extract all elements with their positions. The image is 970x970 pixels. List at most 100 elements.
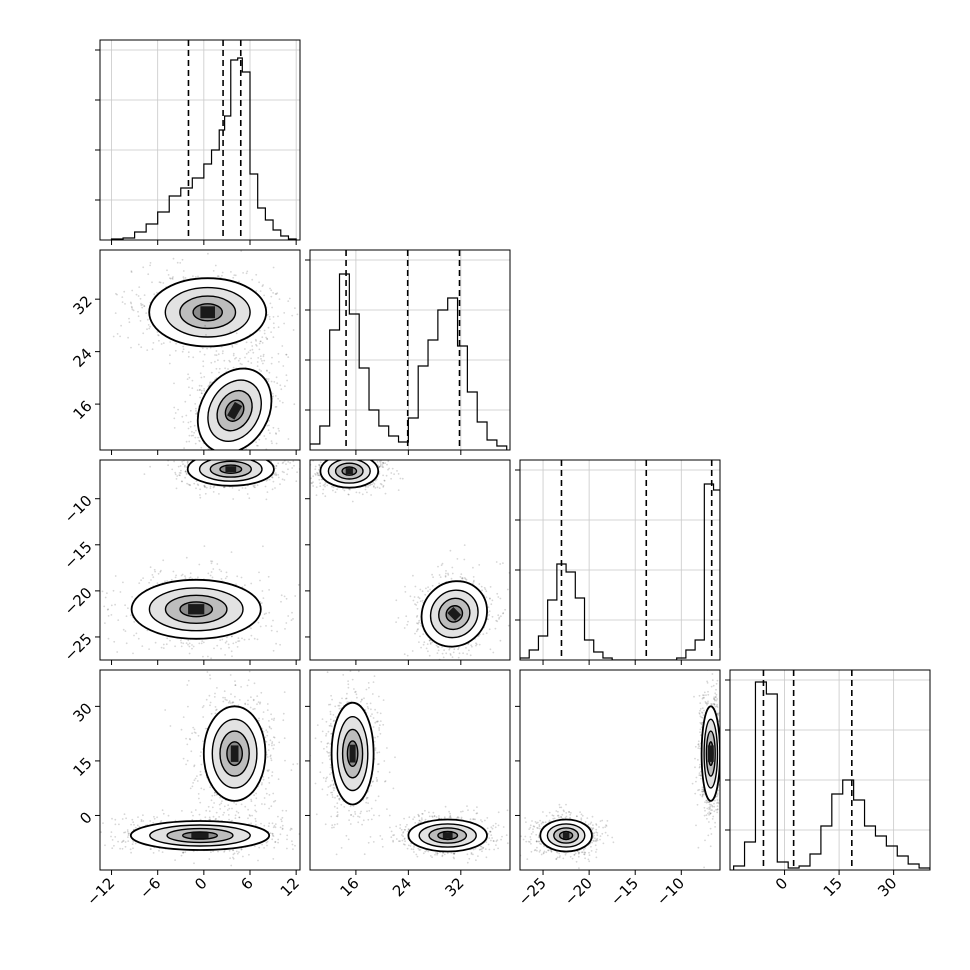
scatter-point: [282, 461, 285, 464]
scatter-point: [224, 696, 226, 699]
scatter-point: [193, 456, 195, 458]
scatter-point: [185, 556, 188, 559]
scatter-point: [158, 849, 160, 852]
scatter-point: [121, 818, 124, 820]
scatter-point: [169, 341, 172, 343]
scatter-point: [218, 568, 221, 571]
scatter-point: [172, 570, 175, 573]
scatter-point: [266, 337, 268, 340]
density-peak: [230, 745, 239, 762]
scatter-point: [265, 741, 268, 743]
scatter-point: [237, 640, 240, 642]
scatter-point: [254, 809, 257, 812]
scatter-point: [106, 592, 108, 595]
scatter-panel-1-2: [95, 249, 301, 458]
scatter-point: [275, 376, 278, 379]
scatter-point: [138, 825, 141, 828]
scatter-point: [197, 275, 199, 278]
scatter-point: [252, 698, 255, 701]
scatter-point: [221, 352, 224, 355]
scatter-point: [293, 464, 295, 467]
scatter-point: [223, 486, 225, 489]
scatter-point: [191, 387, 194, 390]
scatter-point: [274, 472, 277, 474]
scatter-point: [249, 706, 252, 709]
histogram-step: [733, 681, 930, 870]
scatter-point: [222, 814, 225, 816]
scatter-point: [152, 342, 155, 344]
scatter-point: [200, 763, 203, 766]
scatter-point: [169, 277, 171, 279]
scatter-point: [156, 331, 159, 333]
scatter-point: [209, 346, 212, 349]
scatter-point: [197, 734, 200, 737]
scatter-point: [255, 824, 257, 826]
scatter-point: [262, 617, 264, 620]
scatter-point: [269, 457, 271, 459]
scatter-point: [143, 473, 146, 475]
scatter-point: [253, 455, 255, 457]
scatter-point: [244, 487, 247, 489]
scatter-point: [235, 850, 238, 853]
scatter-point: [245, 352, 248, 355]
scatter-point: [204, 324, 207, 327]
scatter-point: [185, 763, 188, 766]
scatter-point: [266, 769, 269, 772]
scatter-point: [204, 727, 207, 730]
scatter-point: [277, 778, 280, 781]
scatter-point: [125, 642, 128, 645]
scatter-point: [199, 488, 202, 491]
scatter-point: [245, 272, 248, 275]
scatter-point: [266, 844, 268, 847]
scatter-point: [113, 844, 115, 847]
scatter-point: [190, 434, 193, 437]
scatter-point: [247, 679, 250, 681]
scatter-point: [215, 709, 217, 711]
scatter-point: [185, 414, 188, 417]
scatter-point: [261, 360, 263, 362]
scatter-point: [231, 807, 233, 810]
scatter-point: [296, 313, 299, 316]
scatter-point: [176, 261, 179, 264]
scatter-point: [211, 806, 214, 809]
scatter-point: [267, 429, 270, 432]
scatter-point: [174, 645, 177, 648]
scatter-point: [281, 462, 284, 465]
scatter-point: [199, 801, 202, 804]
scatter-point: [167, 464, 170, 467]
scatter-point: [286, 834, 289, 837]
scatter-point: [258, 846, 261, 849]
scatter-point: [200, 389, 203, 392]
scatter-point: [219, 808, 222, 810]
scatter-point: [253, 794, 256, 797]
scatter-point: [202, 740, 205, 742]
scatter-point: [180, 854, 183, 857]
scatter-point: [207, 252, 209, 255]
scatter-point: [281, 824, 284, 827]
scatter-point: [153, 817, 156, 820]
scatter-point: [182, 851, 185, 854]
scatter-point: [279, 826, 282, 829]
scatter-point: [274, 395, 277, 397]
scatter-point: [143, 305, 146, 307]
scatter-point: [204, 492, 207, 495]
scatter-point: [154, 570, 157, 573]
scatter-point: [159, 281, 162, 284]
scatter-point: [134, 842, 137, 845]
scatter-point: [227, 368, 229, 370]
scatter-point: [272, 426, 275, 429]
scatter-point: [266, 424, 269, 427]
scatter-point: [228, 700, 231, 703]
scatter-point: [189, 409, 192, 412]
scatter-point: [244, 455, 246, 457]
scatter-point: [208, 816, 211, 819]
scatter-point: [124, 831, 127, 834]
scatter-point: [196, 775, 198, 777]
scatter-point: [143, 305, 146, 308]
scatter-point: [187, 446, 189, 448]
panel-frame: [99, 249, 301, 451]
scatter-point: [174, 412, 177, 414]
scatter-point: [201, 347, 204, 350]
scatter-point: [203, 788, 205, 791]
scatter-point: [261, 602, 263, 604]
